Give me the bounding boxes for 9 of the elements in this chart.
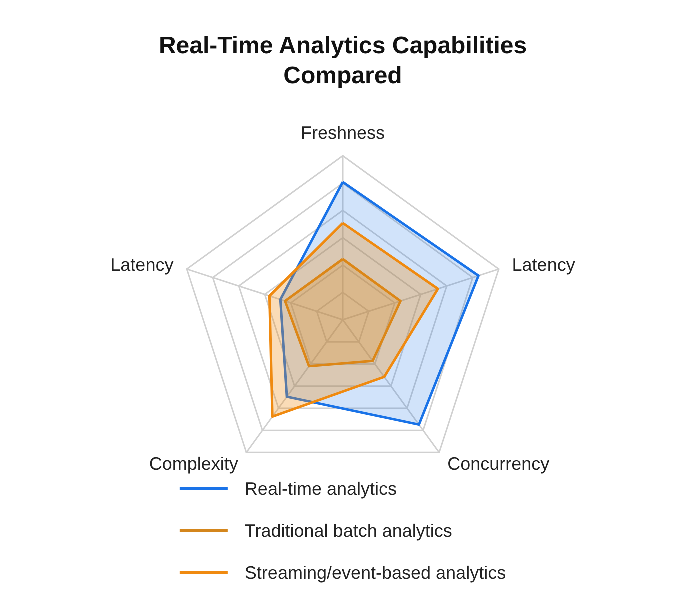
spoke-label: Latency bbox=[110, 254, 174, 275]
legend-label: Real-time analytics bbox=[244, 479, 397, 499]
spoke-label: Freshness bbox=[300, 123, 386, 143]
legend-label: Streaming/event-based analytics bbox=[244, 563, 506, 583]
legend-label: Traditional batch analytics bbox=[244, 521, 452, 541]
spoke-label: Latency bbox=[512, 254, 576, 275]
chart-title: Real-Time Analytics Capabilities Compared bbox=[158, 32, 528, 90]
spoke-label: Complexity bbox=[149, 454, 238, 474]
spoke-label: Concurrency bbox=[448, 454, 550, 474]
